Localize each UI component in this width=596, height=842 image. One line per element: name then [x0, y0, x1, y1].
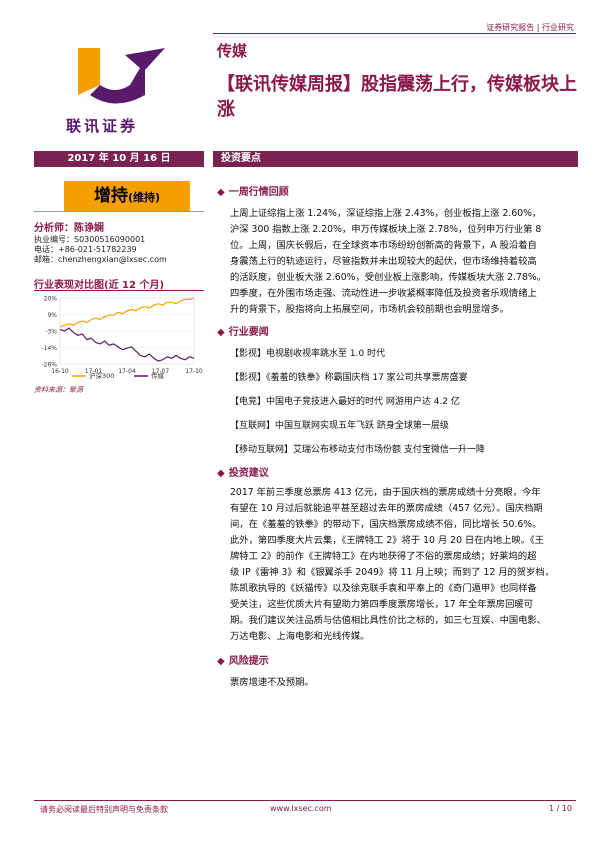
- section-weekly-review: ◆ 一周行情回顾: [217, 183, 289, 198]
- phone: 电话：+86-021-51782239: [34, 245, 137, 254]
- paragraph-line: 此外，第四季度大片云集，《王牌特工 2》将于 10 月 20 日在内地上映。《王: [230, 535, 544, 546]
- paragraph-line: 升的背景下，股指将向上拓展空间，市场机会较前期也会明显增多。: [230, 304, 509, 315]
- report-title: 【联讯传媒周报】股指震荡上行，传媒板块上涨: [217, 74, 577, 120]
- cert-number: 执业编号：S0300516090001: [34, 235, 146, 244]
- email[interactable]: 邮箱：chenzhengxian@lxsec.com: [34, 255, 167, 264]
- section-investment-advice: ◆ 投资建议: [217, 464, 269, 479]
- x-tick-label: 17-04: [118, 368, 136, 375]
- section-weekly-title: 一周行情回顾: [228, 187, 289, 198]
- x-tick-label: 17-07: [152, 368, 170, 375]
- paragraph-line: 上周上证综指上涨 1.24%，深证综指上涨 2.43%，创业板指上涨 2.60%…: [230, 208, 542, 219]
- page-number: 1 / 10: [548, 804, 572, 813]
- sector-label: 传媒: [217, 42, 248, 60]
- paragraph-line: 级 IP《雷神 3》和《银翼杀手 2049》将 11 月上映；而到了 12 月的…: [230, 567, 554, 578]
- paragraph-line: 沪深 300 指数上涨 2.20%，申万传媒板块上涨 2.78%，位列申万行业第…: [230, 224, 542, 235]
- x-tick-label: 17-10: [185, 368, 203, 375]
- series-line-hs300: [59, 297, 195, 328]
- rating-divider: [34, 211, 204, 212]
- rating-sub: (维持): [127, 191, 161, 204]
- paragraph-line: 间，在《羞羞的铁拳》的带动下，国庆档票房成绩不俗，同比增长 50.6%。: [230, 519, 542, 530]
- series-line-media: [59, 327, 195, 362]
- y-tick-label: -26%: [41, 362, 57, 369]
- risk-paragraph: 票房增速不及预期。: [230, 675, 578, 691]
- paragraph-line: 受关注，这些优质大片有望助力第四季度票房增长，17 年全年票房回暖可: [230, 599, 533, 610]
- report-type: 证券研究报告 | 行业研究: [486, 23, 574, 32]
- footer-url[interactable]: www.lxsec.com: [270, 804, 332, 813]
- news-item[interactable]: 【影视】电视剧收视率跳水至 1.0 时代: [230, 349, 386, 359]
- paragraph-line: 2017 年前三季度总票房 413 亿元，由于国庆档的票房成绩十分亮眼，今年: [230, 487, 541, 498]
- diamond-bullet-icon: ◆: [217, 187, 225, 198]
- chart-divider: [34, 290, 204, 291]
- section-risk: ◆ 风险提示: [217, 652, 269, 667]
- news-item[interactable]: 【电竞】中国电子竞技进入最好的时代 网游用户达 4.2 亿: [230, 397, 460, 407]
- news-item[interactable]: 【移动互联网】艾瑞公布移动支付市场份额 支付宝微信一升一降: [230, 445, 485, 455]
- x-tick-label: 16-10: [51, 368, 69, 375]
- company-logo-icon: [78, 48, 165, 104]
- rating-main: 增持: [93, 186, 128, 206]
- paragraph-line: 的活跃度，创业板大涨 2.60%，受创业板上涨影响，传媒板块大涨 2.78%。: [230, 272, 546, 283]
- y-tick-label: -14%: [41, 345, 57, 352]
- header-divider: [213, 33, 576, 34]
- paragraph-line: 身震荡上行的轨迹运行，尽管指数并未出现较大的起伏，但市场维持着较高: [230, 256, 537, 267]
- paragraph-line: 期。我们建议关注品质与估值相比具性价比之标的，如三七互娱、中国电影、: [230, 615, 547, 626]
- performance-chart: 20% 9% -3% -14% -26%16-10 17-01 17-04 17-07 17-1…: [41, 296, 203, 381]
- footer-divider: [34, 800, 576, 801]
- section-advice-title: 投资建议: [228, 468, 269, 479]
- analyst-name: 分析师：陈诤娴: [34, 223, 104, 234]
- y-tick-label: -3%: [45, 329, 57, 336]
- section-news-title: 行业要闻: [228, 327, 269, 338]
- news-item[interactable]: 【影视】《羞羞的铁拳》称霸国庆档 17 家公司共享票房盛宴: [230, 373, 468, 383]
- paragraph-line: 位。上周，国庆长假后，在全球资本市场纷纷创新高的背景下，A 股沿着自: [230, 240, 537, 251]
- key-points-bar: 投资要点: [213, 151, 578, 167]
- section-industry-news: ◆ 行业要闻: [217, 323, 269, 338]
- chart-title: 行业表现对比图(近 12 个月): [34, 280, 165, 291]
- footer-disclaimer[interactable]: 请务必阅读最后特别声明与免责条款: [40, 805, 168, 814]
- logo-text: 联讯证券: [66, 117, 139, 135]
- advice-paragraph: 2017 年前三季度总票房 413 亿元，由于国庆档的票房成绩十分亮眼，今年 有望…: [230, 485, 578, 645]
- weekly-paragraph: 上周上证综指上涨 1.24%，深证综指上涨 2.43%，创业板指上涨 2.60%…: [230, 206, 578, 318]
- paragraph-line: 票房增速不及预期。: [230, 677, 314, 688]
- diamond-bullet-icon: ◆: [217, 468, 225, 479]
- rating-badge: 增持(维持): [64, 181, 190, 211]
- x-tick-label: 17-01: [85, 368, 103, 375]
- paragraph-line: 有望在 10 月过后就能追平甚至超过去年的票房成绩（457 亿元）。国庆档期: [230, 503, 543, 514]
- section-risk-title: 风险提示: [228, 656, 269, 667]
- paragraph-line: 万达电影、上海电影和光线传媒。: [230, 631, 370, 642]
- legend-label: 沪深300: [89, 371, 114, 380]
- legend-label: 传媒: [151, 371, 165, 380]
- chart-source: 资料来源：聚源: [34, 386, 83, 394]
- news-item[interactable]: 【互联网】中国互联网实现五年飞跃 跻身全球第一层级: [230, 421, 449, 431]
- diamond-bullet-icon: ◆: [217, 656, 225, 667]
- y-tick-label: 20%: [44, 296, 58, 303]
- diamond-bullet-icon: ◆: [217, 327, 225, 338]
- paragraph-line: 牌特工 2》的前作《王牌特工》在内地获得了不俗的票房成绩；好莱坞的超: [230, 551, 537, 562]
- paragraph-line: 四季度，在外围市场走强、流动性进一步收紧概率降低及投资者乐观情绪上: [230, 288, 537, 299]
- report-date: 2017 年 10 月 16 日: [34, 151, 204, 167]
- paragraph-line: 陈凯歌执导的《妖猫传》以及徐克联手袁和平奉上的《奇门遁甲》也同样备: [230, 583, 537, 594]
- y-tick-label: 9%: [47, 312, 57, 319]
